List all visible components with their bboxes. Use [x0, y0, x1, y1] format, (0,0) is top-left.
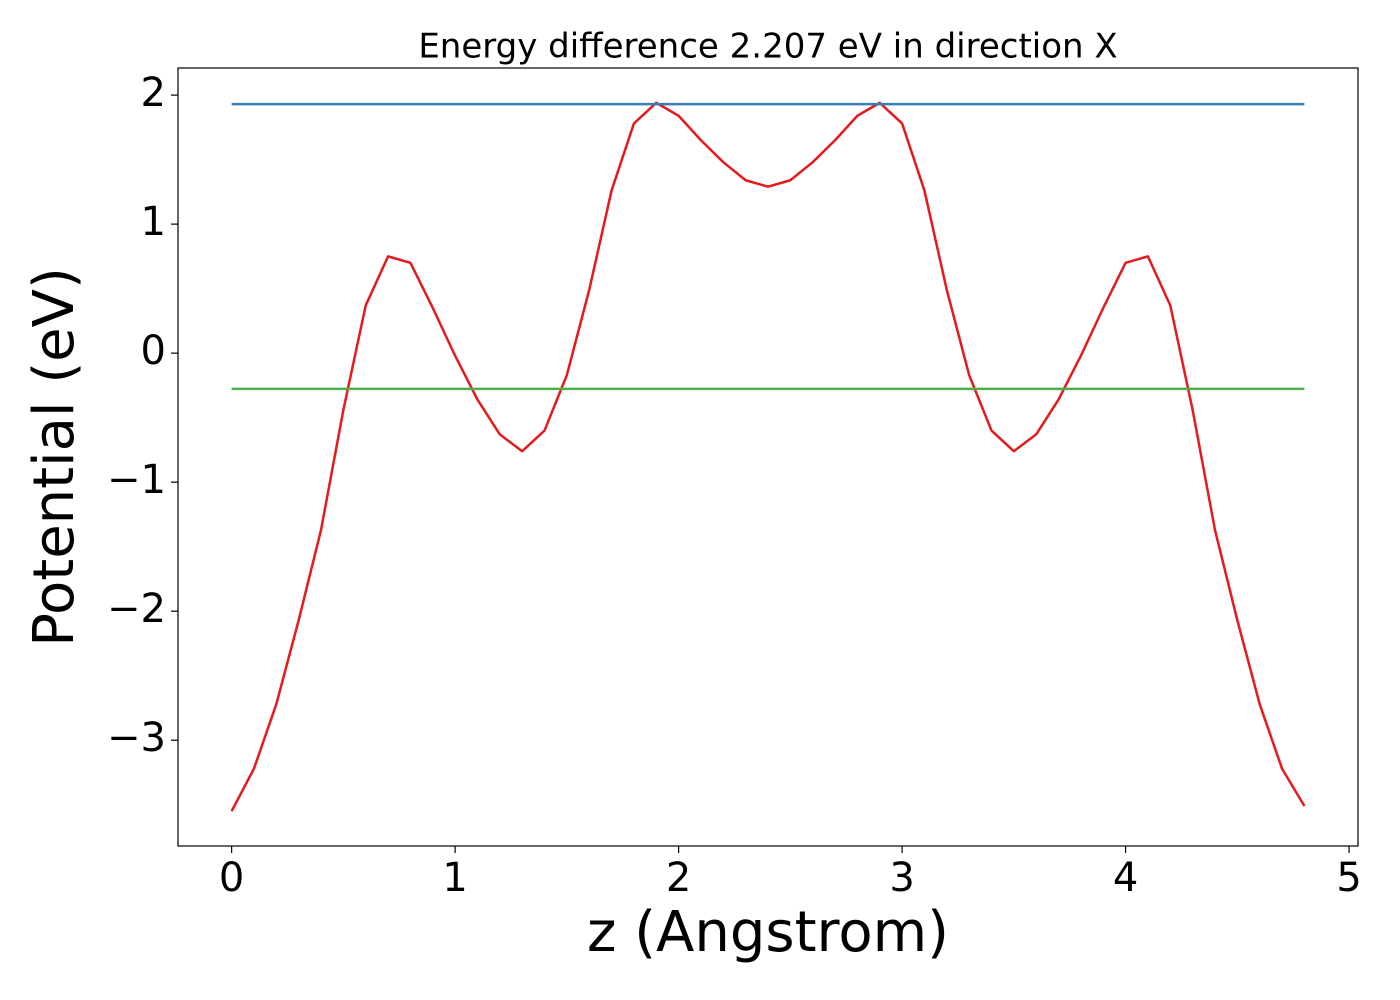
x-axis-label: z (Angstrom): [587, 900, 949, 965]
y-axis-label: Potential (eV): [22, 267, 87, 647]
x-tick-label: 5: [1336, 855, 1361, 901]
y-tick-label: −2: [107, 586, 166, 632]
y-tick-label: −1: [107, 457, 166, 503]
x-tick-label: 1: [442, 855, 467, 901]
x-tick-label: 4: [1113, 855, 1138, 901]
y-tick-label: 0: [141, 328, 166, 374]
line: [230, 101, 1306, 812]
y-tick-label: −3: [107, 715, 166, 761]
x-tick-label: 0: [219, 855, 244, 901]
x-tick-label: 3: [889, 855, 914, 901]
y-tick-label: 1: [141, 199, 166, 245]
y-tick-label: 2: [141, 70, 166, 116]
chart-title: Energy difference 2.207 eV in direction …: [418, 27, 1117, 67]
plot-frame: [177, 67, 1359, 847]
x-tick-label: 2: [666, 855, 691, 901]
